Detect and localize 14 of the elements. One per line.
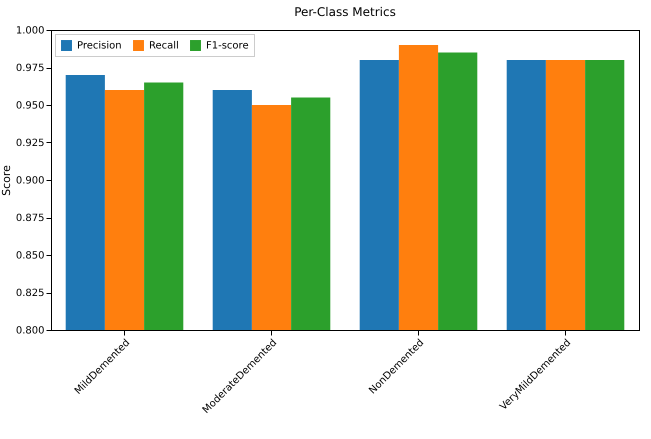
y-tick-label: 0.800 xyxy=(16,326,44,336)
chart-title: Per-Class Metrics xyxy=(294,5,396,19)
legend-label: Recall xyxy=(149,40,179,52)
y-tick-label: 0.975 xyxy=(16,63,44,74)
y-tick-label: 1.000 xyxy=(16,26,44,36)
y-axis-title: Score xyxy=(0,164,13,196)
y-tick-label: 0.825 xyxy=(16,288,44,299)
legend-label: Precision xyxy=(77,40,122,52)
y-tick-label: 0.950 xyxy=(16,100,44,112)
legend-label: F1-score xyxy=(206,40,249,52)
y-tick-label: 0.900 xyxy=(16,176,44,186)
y-tick-label: 0.875 xyxy=(16,213,44,224)
y-tick-label: 0.925 xyxy=(16,138,44,149)
y-tick-label: 0.850 xyxy=(16,250,44,262)
